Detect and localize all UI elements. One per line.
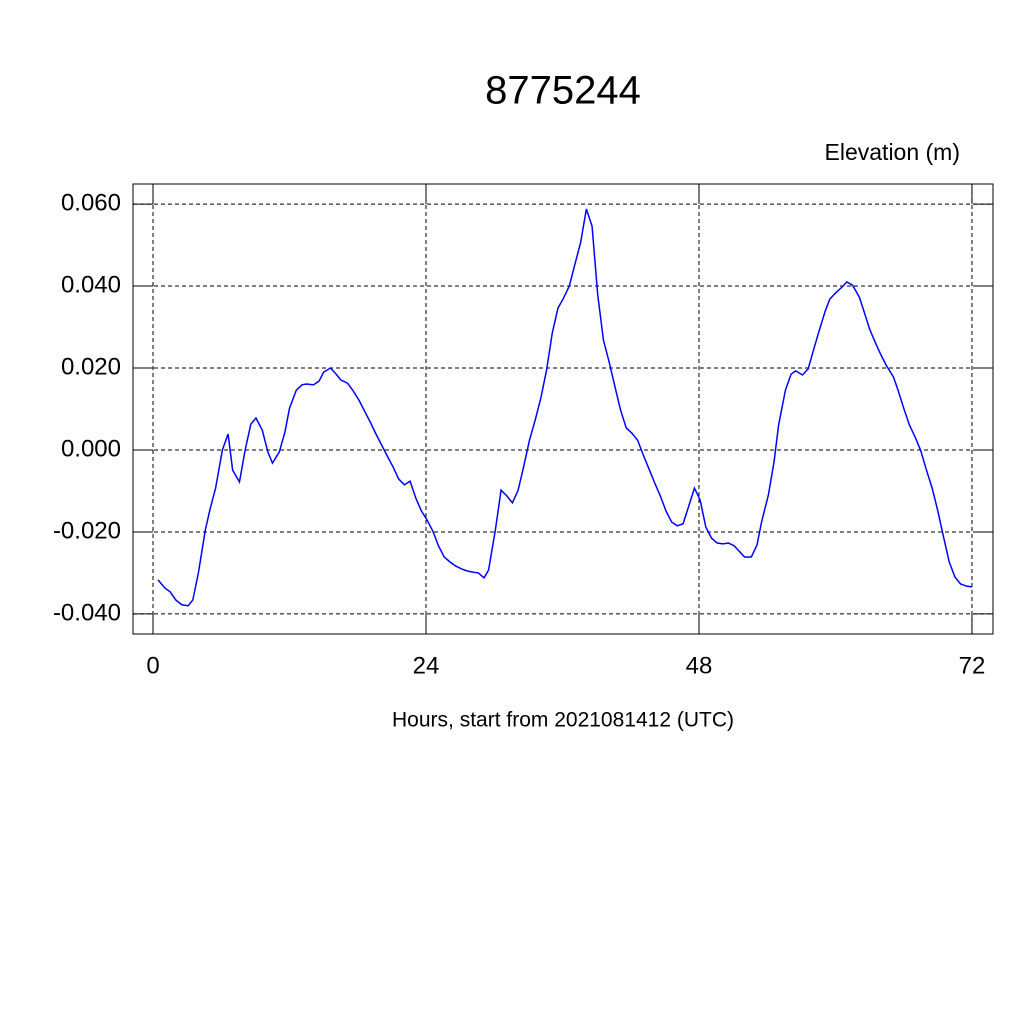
x-tick-label: 0 [146,652,159,679]
plot-frame [132,183,994,635]
y-axis-label: Elevation (m) [825,139,960,165]
data-line [157,208,973,607]
x-tick-label: 48 [686,652,713,679]
y-tick-label: 0.000 [61,435,121,462]
x-tick-label: 24 [413,652,440,679]
y-tick-label: -0.040 [53,599,121,626]
chart-title: 8775244 [485,69,641,113]
x-tick-label: 72 [959,652,986,679]
x-axis-label: Hours, start from 2021081412 (UTC) [392,709,734,732]
y-tick-label: -0.020 [53,517,121,544]
y-tick-label: 0.060 [61,189,121,216]
y-tick-label: 0.040 [61,271,121,298]
y-tick-label: 0.020 [61,353,121,380]
